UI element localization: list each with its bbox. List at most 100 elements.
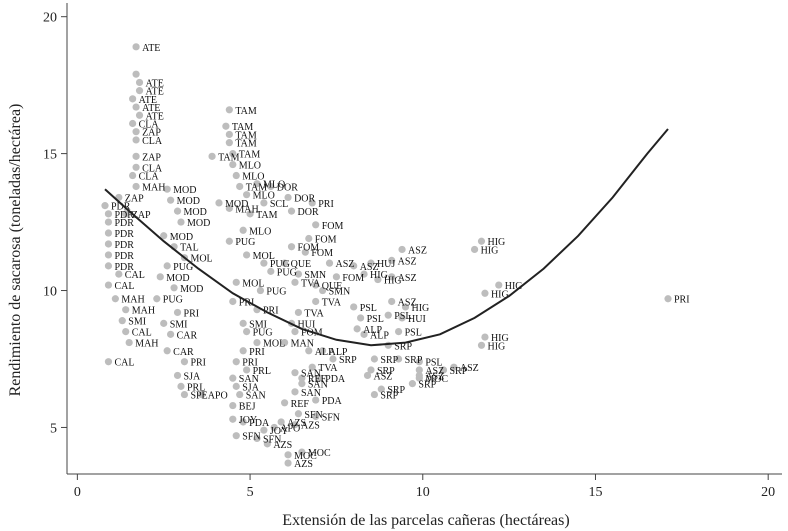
point-label: MAH bbox=[132, 306, 155, 317]
scatter-point bbox=[225, 204, 233, 212]
scatter-point bbox=[291, 369, 299, 377]
point-label: ZAP bbox=[125, 193, 144, 204]
point-label: REF bbox=[308, 374, 327, 385]
scatter-point bbox=[388, 256, 396, 265]
point-label: MAH bbox=[135, 339, 158, 350]
point-label: SJA bbox=[184, 371, 201, 382]
scatter-point bbox=[363, 371, 372, 380]
scatter-point bbox=[291, 278, 299, 286]
scatter-point bbox=[229, 160, 237, 169]
x-tick-label: 10 bbox=[416, 485, 430, 500]
scatter-point bbox=[284, 193, 292, 202]
scatter-point bbox=[232, 382, 240, 390]
point-label: SRP bbox=[339, 355, 357, 366]
point-label: MAH bbox=[121, 295, 144, 306]
point-label: PDR bbox=[114, 210, 134, 221]
x-tick-label: 5 bbox=[247, 485, 254, 500]
scatter-point bbox=[350, 262, 358, 270]
scatter-point bbox=[129, 171, 137, 180]
point-label: PUG bbox=[235, 237, 255, 248]
point-label: ZAP bbox=[142, 128, 161, 139]
x-axis-title: Extensión de las parcelas cañeras (hectá… bbox=[282, 512, 569, 529]
scatter-point bbox=[229, 150, 237, 158]
point-label: HIG bbox=[487, 237, 505, 248]
point-label: MOD bbox=[173, 185, 196, 196]
y-tick-label: 20 bbox=[43, 11, 57, 26]
scatter-point bbox=[177, 218, 185, 226]
point-label: ZAP bbox=[132, 210, 151, 221]
scatter-point bbox=[236, 390, 244, 399]
scatter-point bbox=[374, 275, 382, 284]
point-label: SAN bbox=[301, 369, 321, 380]
point-label: MOD bbox=[184, 207, 207, 218]
scatter-point bbox=[225, 139, 233, 147]
point-label: PRI bbox=[318, 199, 334, 210]
scatter-point bbox=[122, 328, 130, 336]
point-label: HIG bbox=[412, 303, 430, 314]
scatter-point bbox=[287, 243, 296, 251]
scatter-point bbox=[308, 199, 316, 207]
scatter-point bbox=[312, 297, 320, 306]
point-label: PRI bbox=[263, 306, 279, 317]
scatter-point bbox=[129, 119, 137, 128]
scatter-point bbox=[104, 210, 113, 218]
point-label: ALP bbox=[329, 347, 348, 358]
scatter-point bbox=[312, 281, 320, 289]
point-label: SRP bbox=[449, 366, 467, 377]
scatter-point bbox=[132, 128, 140, 136]
scatter-point bbox=[167, 330, 175, 338]
point-label: MOD bbox=[166, 273, 189, 284]
scatter-point bbox=[450, 363, 458, 371]
point-label: MOL bbox=[190, 254, 212, 265]
scatter-point bbox=[229, 374, 237, 382]
scatter-point bbox=[156, 273, 164, 281]
scatter-point bbox=[129, 95, 137, 103]
scatter-point bbox=[356, 314, 365, 322]
point-label: PRI bbox=[239, 297, 255, 308]
scatter-point bbox=[160, 232, 168, 240]
scatter-point bbox=[312, 221, 320, 229]
point-label: MOL bbox=[253, 251, 275, 262]
point-label: PDR bbox=[114, 218, 134, 229]
point-label: PUG bbox=[266, 287, 286, 298]
point-label: MLO bbox=[263, 180, 285, 191]
y-tick-label: 10 bbox=[43, 285, 57, 300]
scatter-point bbox=[388, 273, 396, 281]
points-layer bbox=[101, 43, 672, 467]
point-label: SRP bbox=[405, 355, 423, 366]
scatter-point bbox=[370, 355, 379, 363]
scatter-point bbox=[229, 401, 237, 410]
point-label: PRL bbox=[187, 382, 205, 393]
scatter-point bbox=[370, 390, 379, 399]
point-label: ATE bbox=[146, 111, 164, 122]
point-label: SPE bbox=[190, 391, 207, 402]
point-label: QUE bbox=[291, 259, 312, 270]
scatter-point bbox=[173, 308, 182, 317]
scatter-point bbox=[267, 267, 275, 275]
scatter-point bbox=[305, 347, 313, 355]
point-label: MOD bbox=[225, 199, 248, 210]
point-label: PDA bbox=[322, 396, 343, 407]
point-label: QUE bbox=[322, 281, 343, 292]
point-label: REF bbox=[291, 399, 310, 410]
scatter-point bbox=[111, 295, 119, 303]
point-label: HIG bbox=[384, 276, 402, 287]
point-label: FOM bbox=[301, 328, 323, 339]
point-label: PRL bbox=[253, 366, 271, 377]
point-label: SMI bbox=[128, 317, 146, 328]
point-label: TAM bbox=[256, 210, 278, 221]
scatter-point bbox=[329, 355, 337, 363]
point-label: SMN bbox=[329, 287, 351, 298]
point-label: APO bbox=[280, 423, 300, 434]
scatter-point bbox=[388, 297, 396, 306]
scatter-point bbox=[360, 270, 368, 278]
scatter-point bbox=[153, 295, 161, 303]
scatter-point bbox=[439, 366, 448, 374]
scatter-point bbox=[267, 182, 275, 191]
scatter-point bbox=[229, 297, 237, 306]
scatter-point bbox=[177, 382, 185, 390]
point-label: TVA bbox=[304, 308, 324, 319]
scatter-point bbox=[367, 366, 375, 374]
scatter-point bbox=[243, 191, 251, 199]
point-labels-layer: ATEATEATEATEATEATECLAZAPCLAZAPCLACLAMAHZ… bbox=[111, 43, 690, 470]
